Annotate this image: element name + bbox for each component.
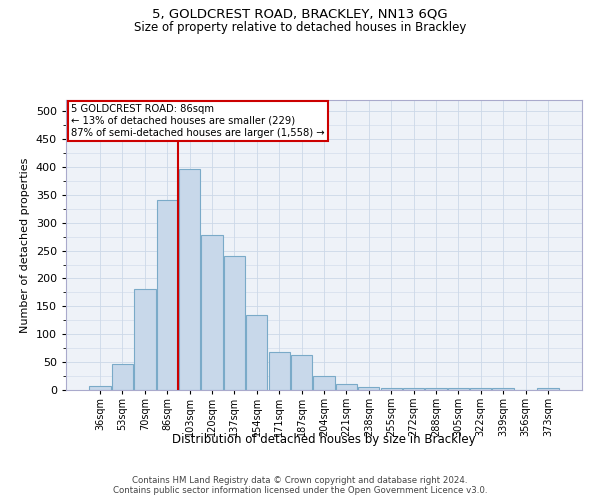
Bar	[493, 388, 514, 390]
Bar	[336, 384, 357, 390]
Y-axis label: Number of detached properties: Number of detached properties	[20, 158, 30, 332]
Bar	[202, 235, 223, 390]
Bar	[313, 376, 335, 390]
Bar	[291, 355, 312, 390]
Bar	[470, 388, 491, 390]
Bar	[134, 288, 155, 390]
Bar	[358, 386, 379, 390]
Bar	[224, 256, 245, 390]
Bar	[537, 388, 559, 390]
Bar	[403, 388, 424, 390]
Text: 5, GOLDCREST ROAD, BRACKLEY, NN13 6QG: 5, GOLDCREST ROAD, BRACKLEY, NN13 6QG	[152, 8, 448, 20]
Bar	[157, 200, 178, 390]
Bar	[89, 386, 111, 390]
Text: Size of property relative to detached houses in Brackley: Size of property relative to detached ho…	[134, 21, 466, 34]
Bar	[269, 352, 290, 390]
Text: 5 GOLDCREST ROAD: 86sqm
← 13% of detached houses are smaller (229)
87% of semi-d: 5 GOLDCREST ROAD: 86sqm ← 13% of detache…	[71, 104, 325, 138]
Bar	[425, 388, 446, 390]
Bar	[380, 388, 402, 390]
Bar	[179, 168, 200, 390]
Text: Contains HM Land Registry data © Crown copyright and database right 2024.
Contai: Contains HM Land Registry data © Crown c…	[113, 476, 487, 495]
Bar	[246, 314, 268, 390]
Bar	[448, 388, 469, 390]
Text: Distribution of detached houses by size in Brackley: Distribution of detached houses by size …	[172, 432, 476, 446]
Bar	[112, 364, 133, 390]
